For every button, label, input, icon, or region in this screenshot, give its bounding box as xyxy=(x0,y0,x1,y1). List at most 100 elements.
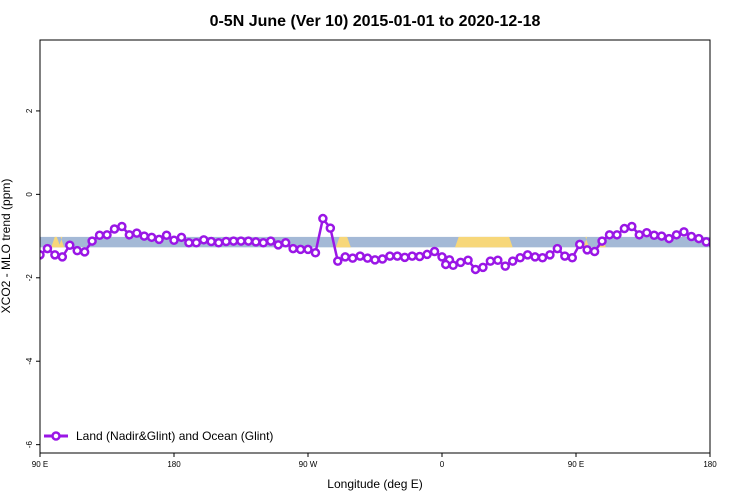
ocean-band xyxy=(40,236,710,248)
data-point xyxy=(619,223,630,234)
y-tick-label: 0 xyxy=(25,192,34,197)
land-segment xyxy=(58,236,65,248)
data-point xyxy=(437,252,447,262)
land-segment xyxy=(455,236,513,248)
data-point xyxy=(325,223,336,233)
x-tick-label: 0 xyxy=(440,460,445,469)
data-point xyxy=(515,253,525,263)
data-point xyxy=(169,235,179,245)
data-point xyxy=(102,230,112,240)
y-tick-label: -2 xyxy=(25,274,34,282)
x-tick-label: 180 xyxy=(703,460,717,469)
data-point xyxy=(266,236,276,246)
plot-frame xyxy=(39,39,711,454)
data-point xyxy=(422,249,432,260)
data-point xyxy=(355,251,365,261)
data-point xyxy=(132,228,142,238)
data-point xyxy=(213,237,224,248)
y-tick-label: -6 xyxy=(25,441,34,449)
data-point xyxy=(560,251,570,261)
data-point xyxy=(634,230,645,240)
data-point xyxy=(694,233,704,244)
land-segment xyxy=(51,236,61,248)
data-point xyxy=(589,246,600,257)
data-point xyxy=(507,256,518,266)
data-point xyxy=(582,245,592,255)
data-point xyxy=(470,264,481,275)
data-point xyxy=(414,251,425,262)
data-point xyxy=(139,231,149,241)
data-point xyxy=(318,213,328,224)
data-point xyxy=(50,250,60,260)
data-point xyxy=(574,239,585,250)
data-point xyxy=(199,235,209,245)
data-point xyxy=(280,237,291,248)
data-point xyxy=(407,251,417,261)
data-point xyxy=(295,244,306,255)
data-point xyxy=(243,236,254,246)
data-point xyxy=(597,236,607,246)
data-point xyxy=(552,243,563,254)
data-point xyxy=(567,253,578,263)
data-point xyxy=(57,252,68,262)
data-point xyxy=(455,257,466,268)
data-point xyxy=(176,232,187,243)
data-point xyxy=(146,232,157,243)
data-point xyxy=(236,236,246,246)
data-point xyxy=(478,262,488,273)
data-point xyxy=(530,252,540,262)
data-point xyxy=(72,245,82,256)
data-point xyxy=(288,243,298,254)
y-tick-label: -4 xyxy=(25,357,34,365)
data-point xyxy=(42,243,53,254)
data-point xyxy=(485,256,496,266)
data-point xyxy=(545,250,555,260)
data-point xyxy=(385,251,395,261)
data-point xyxy=(65,240,75,250)
data-point xyxy=(370,255,380,265)
x-tick-label: 90 E xyxy=(568,460,584,469)
data-point xyxy=(303,244,313,255)
data-point xyxy=(392,251,403,261)
data-point xyxy=(273,240,283,250)
data-point xyxy=(117,221,127,232)
data-point xyxy=(347,253,358,263)
land-segment xyxy=(583,236,590,248)
data-point xyxy=(641,227,652,238)
data-point xyxy=(109,224,120,234)
data-point xyxy=(79,247,90,257)
data-point xyxy=(228,236,239,246)
data-point xyxy=(429,246,440,257)
legend-marker-swatch xyxy=(51,431,61,441)
data-point xyxy=(627,221,637,232)
y-axis-ticks: 2 0 -2 -4 -6 xyxy=(25,108,40,448)
data-point xyxy=(310,248,321,258)
data-point xyxy=(258,237,269,248)
data-point xyxy=(362,253,373,263)
chart-title: 0-5N June (Ver 10) 2015-01-01 to 2020-12… xyxy=(210,13,541,30)
data-point xyxy=(340,252,350,262)
data-point xyxy=(191,237,202,248)
x-tick-label: 90 W xyxy=(299,460,318,469)
data-point xyxy=(463,255,473,266)
data-point xyxy=(440,259,451,270)
y-axis-label: XCO2 - MLO trend (ppm) xyxy=(0,179,13,314)
data-point xyxy=(604,230,615,240)
data-point xyxy=(161,230,172,240)
data-point xyxy=(686,231,697,242)
legend-entry-label: Land (Nadir&Glint) and Ocean (Glint) xyxy=(76,429,273,443)
data-point xyxy=(718,247,725,254)
data-point xyxy=(664,233,674,244)
data-point xyxy=(154,234,164,245)
x-tick-label: 180 xyxy=(167,460,181,469)
data-point xyxy=(221,236,231,247)
data-point xyxy=(124,230,135,240)
land-ocean-band xyxy=(40,236,710,248)
x-tick-label: 90 E xyxy=(32,460,48,469)
data-point xyxy=(649,230,659,240)
data-point xyxy=(206,236,216,247)
data-point xyxy=(500,261,511,271)
data-point xyxy=(94,230,105,240)
data-point xyxy=(679,227,689,237)
